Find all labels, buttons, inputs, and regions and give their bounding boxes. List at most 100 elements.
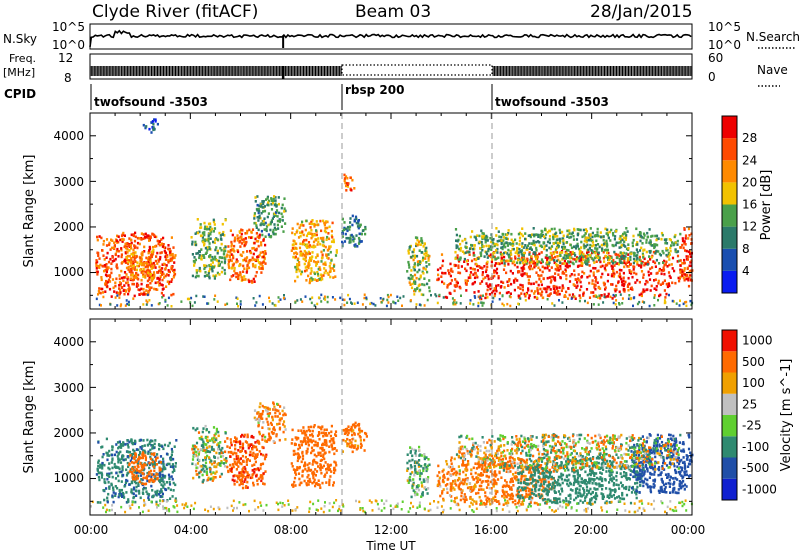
- heatmap-cell: [248, 473, 251, 477]
- heatmap-cell: [252, 436, 255, 439]
- heatmap-cell: [539, 287, 542, 291]
- heatmap-cell: [231, 463, 234, 466]
- heatmap-cell: [602, 256, 605, 260]
- heatmap-cell: [594, 247, 597, 250]
- heatmap-cell: [215, 274, 218, 277]
- heatmap-cell: [561, 284, 564, 287]
- heatmap-cell: [665, 292, 668, 296]
- heatmap-cell: [147, 496, 150, 500]
- heatmap-cell: [108, 485, 111, 489]
- heatmap-cell: [274, 196, 277, 199]
- heatmap-cell: [167, 280, 171, 284]
- heatmap-cell: [634, 281, 637, 284]
- heatmap-cell: [645, 288, 648, 292]
- heatmap-cell: [180, 300, 183, 303]
- heatmap-cell: [587, 238, 590, 242]
- heatmap-cell: [482, 232, 485, 235]
- heatmap-cell: [159, 495, 162, 498]
- heatmap-cell: [273, 195, 276, 198]
- heatmap-cell: [304, 228, 307, 232]
- heatmap-cell: [113, 465, 116, 469]
- heatmap-cell: [140, 252, 143, 255]
- heatmap-cell: [271, 230, 275, 234]
- heatmap-cell: [246, 267, 249, 270]
- heatmap-cell: [196, 458, 199, 462]
- heatmap-cell: [382, 297, 385, 301]
- heatmap-cell: [248, 459, 251, 462]
- heatmap-cell: [246, 263, 249, 267]
- heatmap-cell: [211, 438, 214, 442]
- heatmap-cell: [245, 451, 248, 455]
- heatmap-cell: [136, 246, 139, 250]
- heatmap-cell: [441, 259, 445, 263]
- heatmap-cell: [583, 246, 586, 250]
- heatmap-cell: [567, 260, 570, 263]
- heatmap-cell: [674, 241, 677, 244]
- heatmap-cell: [521, 267, 524, 270]
- heatmap-cell: [538, 241, 541, 244]
- heatmap-cell: [455, 246, 458, 250]
- heatmap-cell: [528, 247, 531, 250]
- heatmap-cell: [115, 443, 118, 446]
- heatmap-cell: [142, 449, 145, 452]
- heatmap-cell: [161, 484, 164, 488]
- heatmap-cell: [687, 237, 690, 240]
- heatmap-cell: [656, 243, 659, 247]
- heatmap-cell: [410, 269, 413, 272]
- heatmap-cell: [556, 238, 559, 241]
- heatmap-cell: [527, 296, 531, 300]
- heatmap-cell: [243, 267, 246, 270]
- heatmap-cell: [617, 253, 620, 257]
- heatmap-cell: [399, 296, 402, 300]
- heatmap-cell: [141, 263, 144, 266]
- heatmap-cell: [320, 275, 323, 278]
- heatmap-cell: [421, 283, 424, 286]
- heatmap-cell: [622, 284, 625, 288]
- heatmap-cell: [132, 496, 135, 500]
- heatmap-cell: [678, 277, 681, 280]
- heatmap-cell: [142, 287, 145, 291]
- heatmap-cell: [454, 228, 458, 231]
- heatmap-cell: [584, 228, 588, 231]
- heatmap-cell: [142, 275, 145, 278]
- heatmap-cell: [167, 244, 170, 247]
- heatmap-cell: [258, 216, 261, 219]
- heatmap-cell: [492, 255, 495, 259]
- heatmap-cell: [230, 275, 233, 278]
- heatmap-cell: [281, 409, 284, 413]
- heatmap-cell: [253, 221, 256, 225]
- heatmap-cell: [173, 268, 176, 272]
- heatmap-cell: [660, 269, 664, 272]
- heatmap-cell: [200, 465, 203, 468]
- heatmap-cell: [578, 249, 581, 253]
- heatmap-cell: [148, 480, 151, 483]
- heatmap-cell: [133, 251, 136, 255]
- heatmap-cell: [130, 274, 133, 277]
- heatmap-cell: [240, 232, 243, 236]
- heatmap-cell: [138, 480, 141, 484]
- heatmap-cell: [144, 487, 147, 490]
- heatmap-cell: [666, 248, 669, 252]
- heatmap-cell: [310, 267, 313, 270]
- heatmap-cell: [234, 440, 238, 444]
- heatmap-cell: [498, 291, 501, 295]
- heatmap-cell: [308, 260, 311, 264]
- power-y-tick-label-3000: 3000: [53, 175, 84, 189]
- heatmap-cell: [215, 465, 218, 469]
- heatmap-cell: [261, 255, 264, 259]
- heatmap-cell: [444, 271, 447, 275]
- heatmap-cell: [258, 233, 261, 237]
- heatmap-cell: [579, 264, 582, 267]
- heatmap-cell: [522, 252, 525, 255]
- heatmap-cell: [113, 246, 116, 250]
- heatmap-cell: [658, 267, 661, 271]
- heatmap-cell: [284, 413, 287, 417]
- heatmap-cell: [504, 236, 507, 240]
- heatmap-cell: [215, 246, 218, 249]
- heatmap-cell: [608, 230, 611, 234]
- heatmap-cell: [223, 252, 226, 256]
- heatmap-cell: [357, 222, 360, 225]
- heatmap-cell: [115, 277, 118, 281]
- heatmap-cell: [328, 245, 331, 248]
- heatmap-cell: [308, 222, 311, 225]
